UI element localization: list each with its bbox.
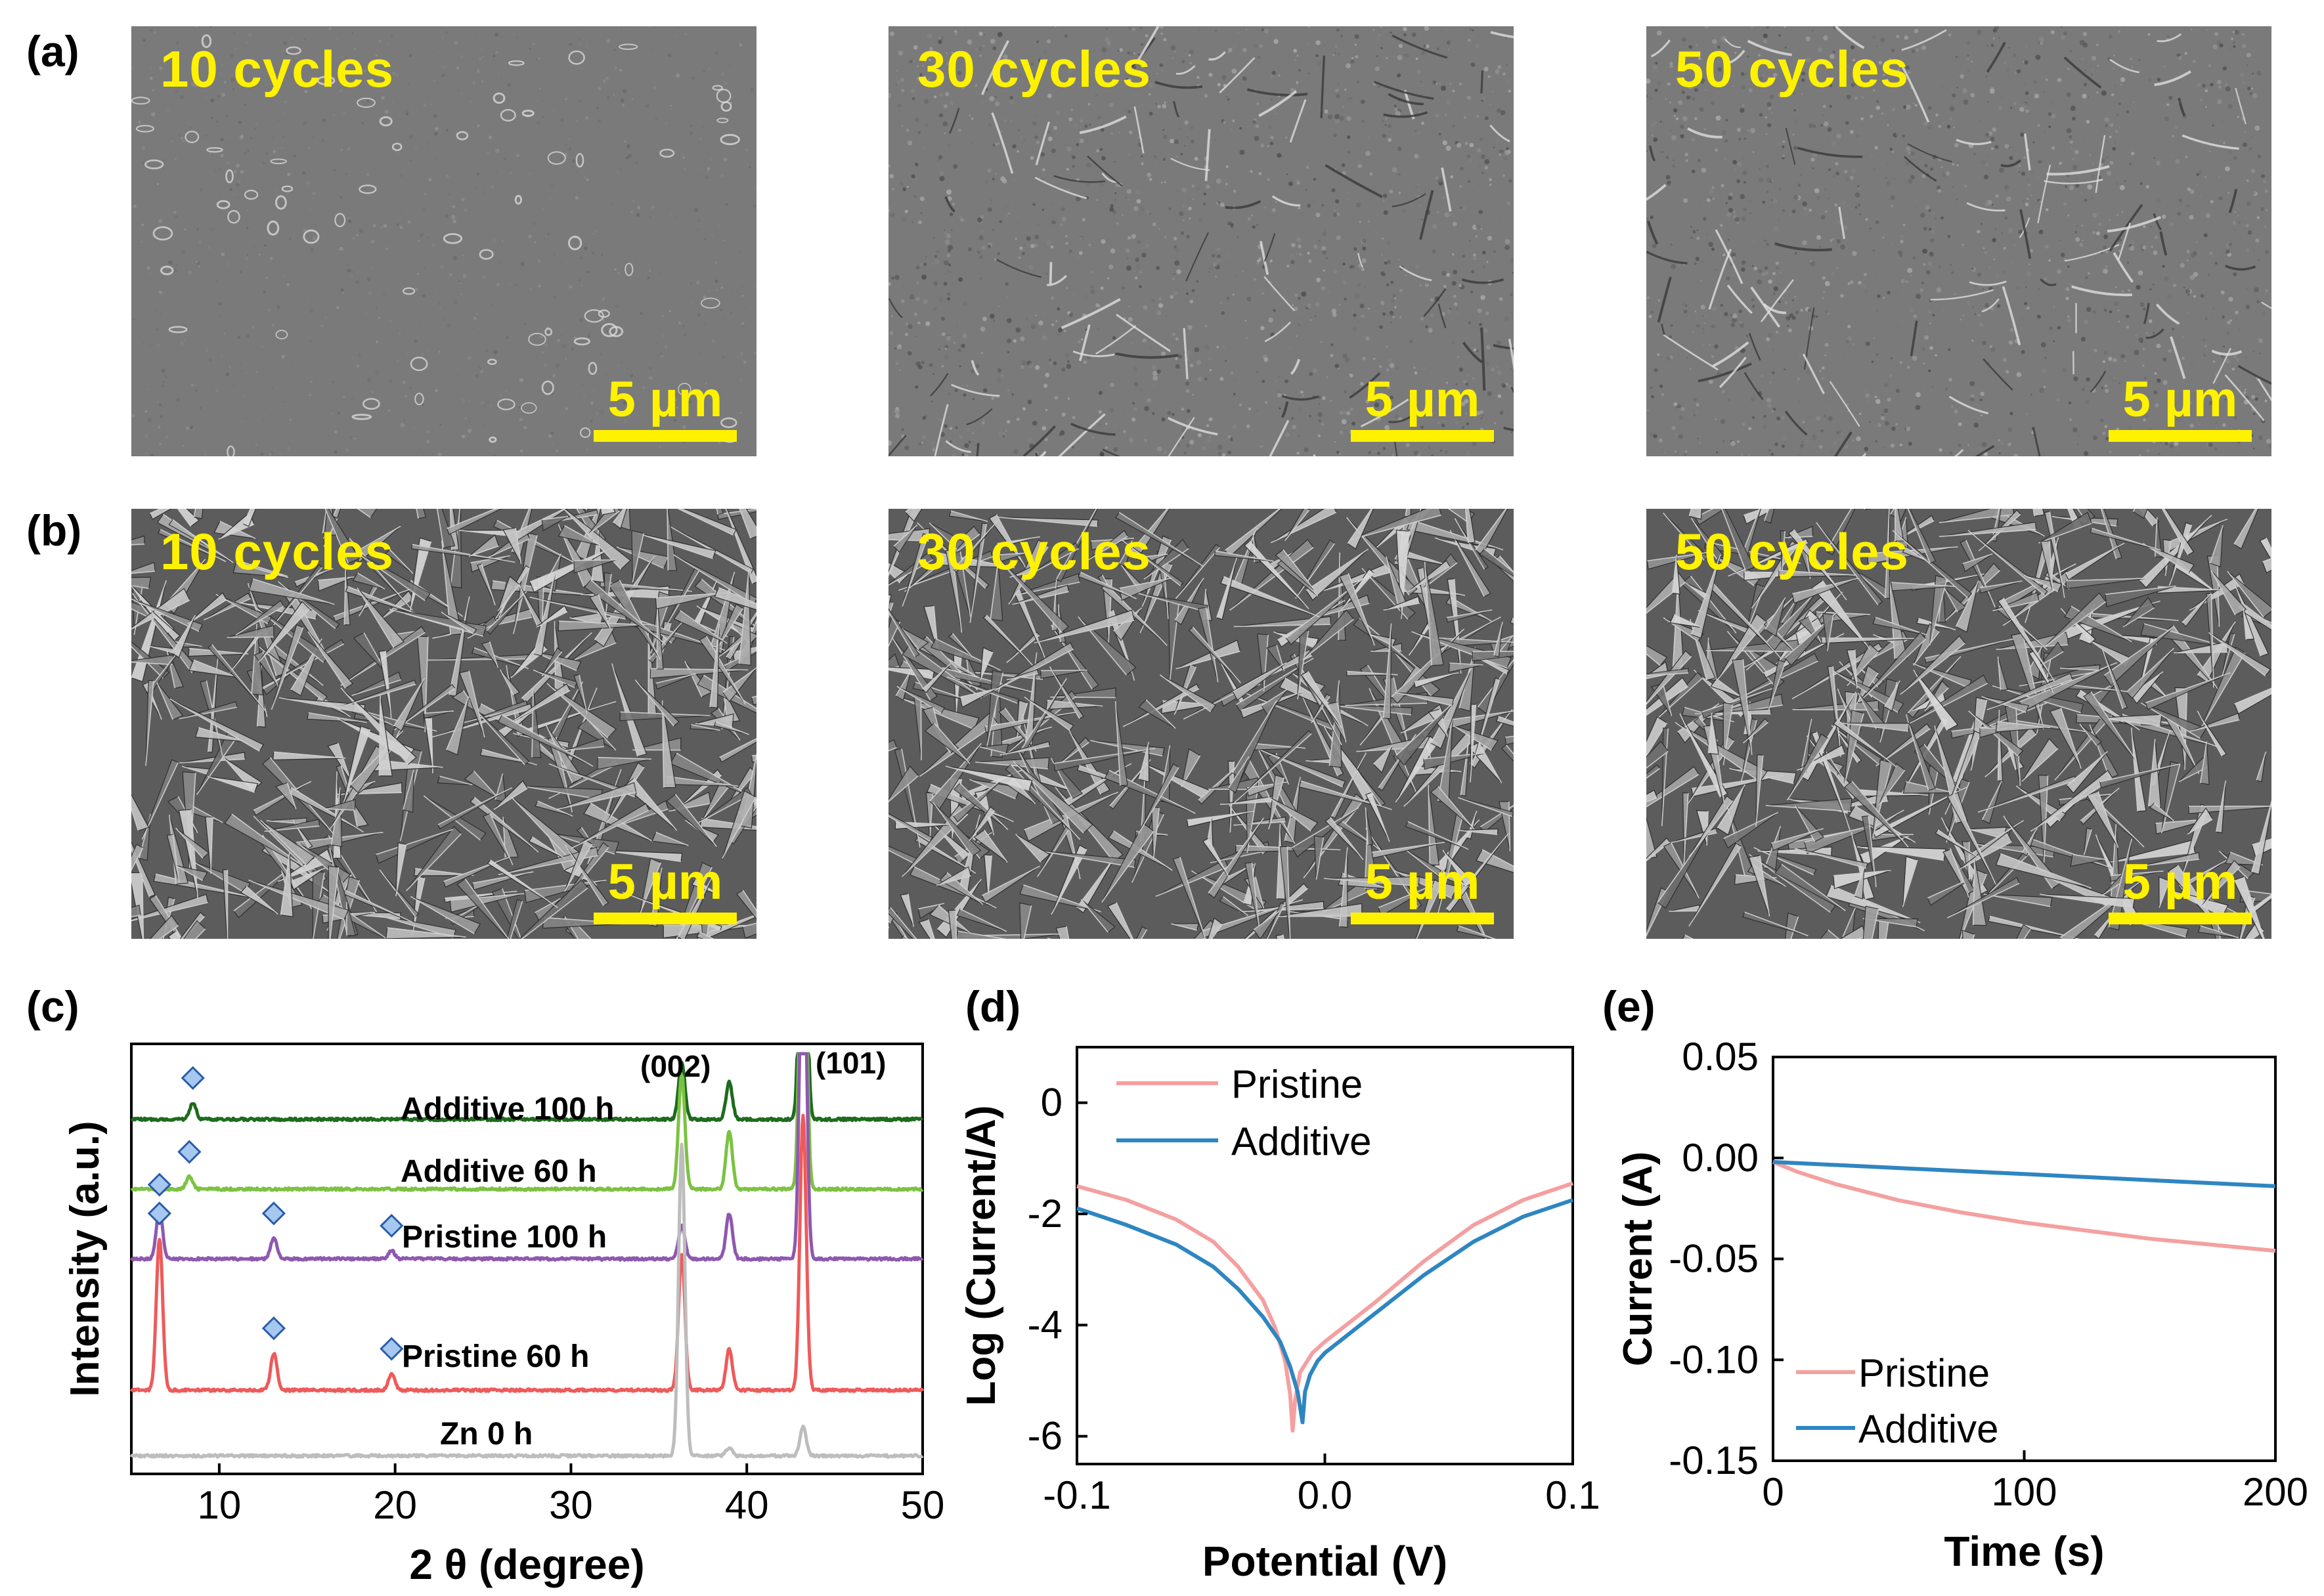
scale-bar-text: 5 µm [607, 372, 723, 427]
diamond-marker [147, 1173, 171, 1197]
scale-bar: 5 µm [2109, 857, 2252, 924]
ca-series-additive [1772, 1159, 2276, 1188]
sem-label: 30 cycles [917, 523, 1152, 580]
x-tick-label: 40 [725, 1483, 769, 1527]
x-tick-label: 30 [549, 1483, 593, 1527]
diamond-marker [261, 1201, 286, 1226]
scale-bar-line [594, 430, 737, 442]
x-tick-label: 200 [2243, 1470, 2308, 1514]
legend-label: Additive [1858, 1407, 1998, 1451]
diamond-marker [177, 1140, 202, 1164]
y-tick-label: -6 [1028, 1414, 1063, 1458]
panel-letter-d: (d) [965, 982, 1021, 1031]
diamond-marker [181, 1066, 205, 1090]
scale-bar: 5 µm [1351, 857, 1494, 924]
tafel-plot-frame [1076, 1046, 1574, 1465]
xrd-series-label: Pristine 100 h [402, 1220, 607, 1255]
legend-label: Pristine [1858, 1351, 1990, 1395]
xrd-series-3 [129, 1113, 925, 1393]
legend-label: Pristine [1231, 1062, 1363, 1106]
y-tick-label: -0.05 [1669, 1237, 1759, 1281]
panel-letter-e: (e) [1602, 982, 1655, 1031]
xrd-series-label: Additive 60 h [401, 1154, 597, 1189]
scale-bar-text: 5 µm [2122, 854, 2238, 910]
diamond-marker [380, 1213, 404, 1238]
scale-bar-line [2109, 430, 2252, 442]
x-axis-label: 2 θ (degree) [409, 1541, 644, 1588]
scale-bar: 5 µm [2109, 375, 2252, 442]
scale-bar-text: 5 µm [2122, 372, 2238, 427]
diamond-marker [147, 1201, 171, 1226]
x-axis-label: Time (s) [1944, 1528, 2104, 1575]
xrd-series-label: Zn 0 h [440, 1417, 533, 1452]
y-axis-label: Intensity (a.u.) [62, 1121, 108, 1396]
sem-label: 10 cycles [160, 40, 395, 98]
sem-image-a-30-cycles: 30 cycles 5 µm [888, 26, 1514, 456]
tafel-series-additive [1076, 1197, 1573, 1425]
sem-texture [888, 509, 1514, 939]
scale-bar-text: 5 µm [1365, 854, 1480, 910]
y-tick-label: -0.10 [1669, 1337, 1759, 1381]
y-tick-label: 0.00 [1682, 1136, 1759, 1180]
sem-image-b-50-cycles: 50 cycles 5 µm [1646, 509, 2271, 939]
scale-bar-line [2109, 913, 2252, 924]
tafel-series-pristine [1076, 1181, 1573, 1433]
sem-image-b-30-cycles: 30 cycles 5 µm [888, 509, 1514, 939]
scale-bar-line [1351, 430, 1494, 442]
sem-image-b-10-cycles: 10 cycles 5 µm [131, 509, 756, 939]
panel-letter-c: (c) [26, 982, 79, 1031]
sem-label: 10 cycles [160, 523, 395, 580]
xrd-series-label: Additive 100 h [401, 1092, 614, 1127]
xrd-series-label: Pristine 60 h [402, 1339, 589, 1374]
x-tick-label: 0 [1762, 1470, 1784, 1514]
x-tick-label: 0.0 [1298, 1473, 1352, 1517]
sem-image-a-10-cycles: 10 cycles 5 µm [131, 26, 756, 456]
sem-texture [131, 26, 756, 456]
y-tick-label: 0.05 [1682, 1035, 1759, 1079]
x-tick-label: 0.1 [1545, 1473, 1600, 1517]
xrd-series-2 [130, 1052, 924, 1262]
scale-bar: 5 µm [594, 375, 737, 442]
y-axis-label: Log (Current/A) [959, 1105, 1004, 1406]
panel-letter-a: (a) [26, 27, 79, 75]
diamond-marker [261, 1316, 286, 1341]
sem-image-a-50-cycles: 50 cycles 5 µm [1646, 26, 2271, 456]
y-tick-label: -0.15 [1669, 1438, 1759, 1482]
panel-letter-b: (b) [26, 506, 82, 555]
sem-texture [1646, 509, 2271, 939]
y-tick-label: 0 [1041, 1081, 1063, 1125]
x-tick-label: 10 [198, 1483, 242, 1527]
diamond-marker [380, 1337, 404, 1361]
sem-label: 30 cycles [917, 40, 1152, 98]
legend-label: Additive [1231, 1119, 1371, 1163]
sem-texture [1646, 26, 2271, 456]
scale-bar: 5 µm [594, 857, 737, 924]
xrd-series-4 [129, 1142, 924, 1459]
scale-bar-line [1351, 913, 1494, 924]
x-tick-label: 20 [373, 1483, 417, 1527]
sem-label: 50 cycles [1675, 40, 1910, 98]
sem-texture [888, 26, 1514, 456]
x-tick-label: 50 [901, 1483, 945, 1527]
peak-label-002: (002) [640, 1049, 711, 1083]
ca-series-pristine [1772, 1160, 2276, 1253]
y-tick-label: -4 [1028, 1303, 1063, 1347]
xrd-series-0 [130, 1052, 924, 1123]
sem-texture [131, 509, 756, 939]
scale-bar-text: 5 µm [1365, 372, 1480, 427]
x-tick-label: -0.1 [1043, 1473, 1110, 1517]
peak-label-101: (101) [816, 1046, 886, 1080]
scale-bar-text: 5 µm [607, 854, 723, 910]
x-tick-label: 100 [1991, 1470, 2057, 1514]
y-axis-label: Current (A) [1615, 1152, 1661, 1366]
x-axis-label: Potential (V) [1202, 1538, 1447, 1585]
xrd-series-1 [130, 1052, 924, 1192]
scale-bar: 5 µm [1351, 375, 1494, 442]
sem-label: 50 cycles [1675, 523, 1910, 580]
y-tick-label: -2 [1028, 1192, 1063, 1236]
ca-plot-frame [1772, 1056, 2277, 1462]
scale-bar-line [594, 913, 737, 924]
